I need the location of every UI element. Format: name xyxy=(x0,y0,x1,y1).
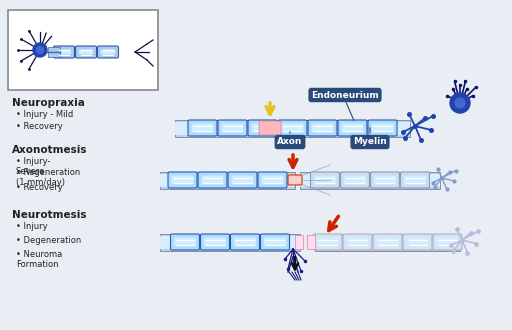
FancyBboxPatch shape xyxy=(340,172,370,188)
FancyBboxPatch shape xyxy=(204,238,226,247)
FancyBboxPatch shape xyxy=(437,238,459,247)
FancyBboxPatch shape xyxy=(374,176,396,184)
FancyBboxPatch shape xyxy=(433,234,462,250)
FancyBboxPatch shape xyxy=(278,120,307,136)
Text: Neurotmesis: Neurotmesis xyxy=(12,210,87,220)
Circle shape xyxy=(450,93,470,113)
FancyBboxPatch shape xyxy=(344,176,366,184)
FancyBboxPatch shape xyxy=(228,172,257,188)
Bar xyxy=(302,235,308,249)
FancyBboxPatch shape xyxy=(53,46,75,58)
FancyBboxPatch shape xyxy=(313,234,342,250)
Text: • Recovery: • Recovery xyxy=(16,122,63,131)
Bar xyxy=(160,236,300,248)
Circle shape xyxy=(33,43,47,57)
FancyBboxPatch shape xyxy=(403,234,432,250)
FancyBboxPatch shape xyxy=(75,46,96,58)
FancyBboxPatch shape xyxy=(316,238,338,247)
Bar xyxy=(300,172,440,188)
FancyBboxPatch shape xyxy=(222,123,244,133)
Text: • Injury: • Injury xyxy=(16,222,48,231)
FancyBboxPatch shape xyxy=(282,123,304,133)
FancyBboxPatch shape xyxy=(373,234,402,250)
FancyBboxPatch shape xyxy=(57,50,71,54)
Text: • Injury-
Severe: • Injury- Severe xyxy=(16,157,51,177)
Text: Myelin: Myelin xyxy=(353,138,387,147)
Bar xyxy=(295,235,303,249)
Bar xyxy=(175,119,410,137)
Text: • Recovery: • Recovery xyxy=(16,183,63,192)
Text: • Injury - Mild: • Injury - Mild xyxy=(16,110,73,119)
FancyBboxPatch shape xyxy=(308,120,337,136)
Text: Axonotmesis: Axonotmesis xyxy=(12,145,88,155)
Bar xyxy=(315,234,460,250)
FancyBboxPatch shape xyxy=(97,46,118,58)
FancyBboxPatch shape xyxy=(251,123,273,133)
FancyBboxPatch shape xyxy=(404,176,426,184)
FancyBboxPatch shape xyxy=(261,234,289,250)
FancyBboxPatch shape xyxy=(372,123,394,133)
Bar xyxy=(160,172,295,188)
FancyBboxPatch shape xyxy=(343,234,372,250)
FancyBboxPatch shape xyxy=(218,120,247,136)
FancyBboxPatch shape xyxy=(101,50,115,54)
FancyBboxPatch shape xyxy=(371,172,399,188)
Bar xyxy=(48,47,60,57)
FancyBboxPatch shape xyxy=(230,234,260,250)
FancyBboxPatch shape xyxy=(400,172,430,188)
FancyBboxPatch shape xyxy=(248,120,277,136)
Bar xyxy=(307,235,315,249)
Text: • Degeneration: • Degeneration xyxy=(16,236,81,245)
FancyBboxPatch shape xyxy=(262,176,284,184)
FancyBboxPatch shape xyxy=(188,120,217,136)
Bar xyxy=(175,121,410,135)
Bar xyxy=(300,174,440,186)
Text: • Regeneration
(1 mm/day): • Regeneration (1 mm/day) xyxy=(16,168,80,187)
Circle shape xyxy=(36,47,44,53)
FancyBboxPatch shape xyxy=(347,238,369,247)
FancyBboxPatch shape xyxy=(311,123,333,133)
FancyBboxPatch shape xyxy=(407,238,429,247)
FancyBboxPatch shape xyxy=(174,238,196,247)
Bar xyxy=(315,236,460,248)
Text: • Neuroma
Formation: • Neuroma Formation xyxy=(16,250,62,269)
FancyBboxPatch shape xyxy=(202,176,224,184)
FancyBboxPatch shape xyxy=(234,238,256,247)
FancyBboxPatch shape xyxy=(368,120,397,136)
FancyBboxPatch shape xyxy=(231,176,253,184)
FancyBboxPatch shape xyxy=(288,175,302,185)
FancyBboxPatch shape xyxy=(172,176,194,184)
FancyBboxPatch shape xyxy=(258,172,287,188)
FancyBboxPatch shape xyxy=(79,50,93,54)
Circle shape xyxy=(455,98,465,108)
FancyBboxPatch shape xyxy=(314,176,336,184)
FancyBboxPatch shape xyxy=(342,123,364,133)
Text: Axon: Axon xyxy=(278,138,303,147)
FancyBboxPatch shape xyxy=(170,234,200,250)
FancyBboxPatch shape xyxy=(191,123,214,133)
FancyBboxPatch shape xyxy=(168,172,197,188)
FancyBboxPatch shape xyxy=(310,172,339,188)
Bar xyxy=(160,174,295,186)
FancyBboxPatch shape xyxy=(259,121,281,135)
FancyBboxPatch shape xyxy=(264,238,286,247)
Bar xyxy=(160,234,300,250)
Text: Neuropraxia: Neuropraxia xyxy=(12,98,85,108)
FancyBboxPatch shape xyxy=(198,172,227,188)
Text: Endoneurium: Endoneurium xyxy=(311,90,379,100)
FancyBboxPatch shape xyxy=(338,120,367,136)
FancyBboxPatch shape xyxy=(8,10,158,90)
FancyBboxPatch shape xyxy=(201,234,229,250)
FancyBboxPatch shape xyxy=(376,238,398,247)
